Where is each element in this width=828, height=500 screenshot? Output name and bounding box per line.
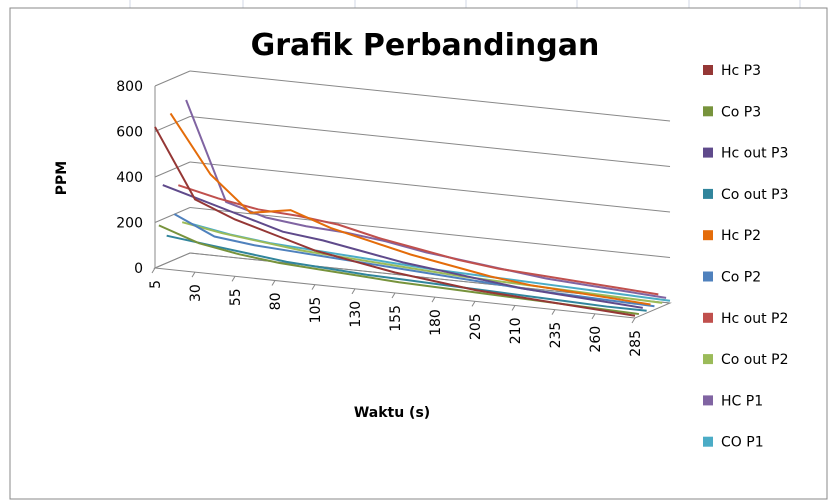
x-axis-label: Waktu (s)	[354, 405, 430, 421]
legend-label: Hc P3	[721, 63, 761, 79]
legend-swatch	[703, 312, 713, 323]
x-tick	[471, 301, 476, 307]
legend-label: Hc out P2	[721, 311, 788, 327]
x-tick-label: 105	[308, 297, 324, 324]
x-tick	[391, 292, 396, 299]
legend-swatch	[703, 230, 713, 241]
y-tick-label: 600	[116, 125, 143, 141]
x-tick-label: 210	[508, 318, 524, 345]
legend-swatch	[703, 147, 713, 158]
x-tick-label: 30	[188, 284, 204, 302]
series-line	[166, 234, 647, 312]
legend-label: Co P2	[721, 270, 761, 286]
chart-border	[9, 7, 828, 500]
sheet-grid	[129, 0, 801, 8]
grid-line	[189, 116, 671, 167]
x-tick	[551, 309, 556, 315]
legend-label: Co out P2	[721, 352, 789, 368]
x-tick-label: 130	[348, 301, 364, 328]
x-tick	[631, 317, 636, 324]
y-tick-label: 800	[116, 79, 143, 95]
legend-label: Co out P3	[721, 187, 789, 203]
series-line	[162, 184, 643, 309]
x-tick	[151, 267, 156, 274]
grid-line	[189, 70, 671, 122]
y-axis-label: PPM	[54, 161, 70, 195]
legend-label: HC P1	[721, 393, 763, 409]
x-tick	[311, 284, 316, 290]
series-line	[181, 221, 663, 304]
x-tick-label: 285	[628, 330, 644, 357]
x-tick-label: 205	[468, 313, 484, 340]
y-tick-label: 0	[134, 261, 143, 277]
x-tick	[351, 288, 356, 295]
grid-line	[154, 116, 191, 132]
x-tick-label: 155	[388, 305, 404, 332]
x-tick-label: 5	[148, 280, 164, 289]
x-tick	[271, 280, 276, 286]
series-line	[169, 112, 651, 306]
grid-line	[154, 207, 191, 223]
legend-swatch	[703, 395, 713, 406]
x-tick-label: 55	[228, 288, 244, 306]
x-tick	[431, 296, 436, 303]
legend-swatch	[703, 106, 713, 117]
x-tick	[511, 305, 516, 311]
legend-swatch	[703, 65, 713, 75]
legend-swatch	[703, 188, 713, 199]
grid-line	[189, 161, 671, 213]
y-tick-label: 400	[116, 170, 143, 186]
grid-line	[154, 70, 191, 87]
legend-label: Co P3	[721, 104, 761, 120]
grid-line	[189, 207, 671, 258]
x-tick-label: 80	[268, 293, 284, 311]
legend-swatch	[703, 354, 713, 365]
x-tick	[591, 313, 596, 320]
chart-title: Grafik Perbandingan	[251, 28, 600, 63]
x-tick-label: 260	[588, 326, 604, 353]
series-line	[154, 126, 636, 317]
legend-label: Hc out P3	[721, 146, 788, 162]
x-tick-label: 180	[428, 309, 444, 336]
x-tick	[191, 271, 196, 278]
legend-swatch	[703, 436, 713, 447]
legend-label: CO P1	[721, 435, 764, 451]
x-tick	[231, 276, 236, 282]
legend-label: Hc P2	[721, 228, 761, 244]
y-tick-label: 200	[116, 216, 143, 232]
series-line	[178, 184, 659, 296]
series-line	[185, 99, 667, 299]
legend-swatch	[703, 271, 713, 282]
series-line	[173, 213, 655, 308]
x-tick-label: 235	[548, 322, 564, 349]
grid-line	[154, 161, 191, 178]
